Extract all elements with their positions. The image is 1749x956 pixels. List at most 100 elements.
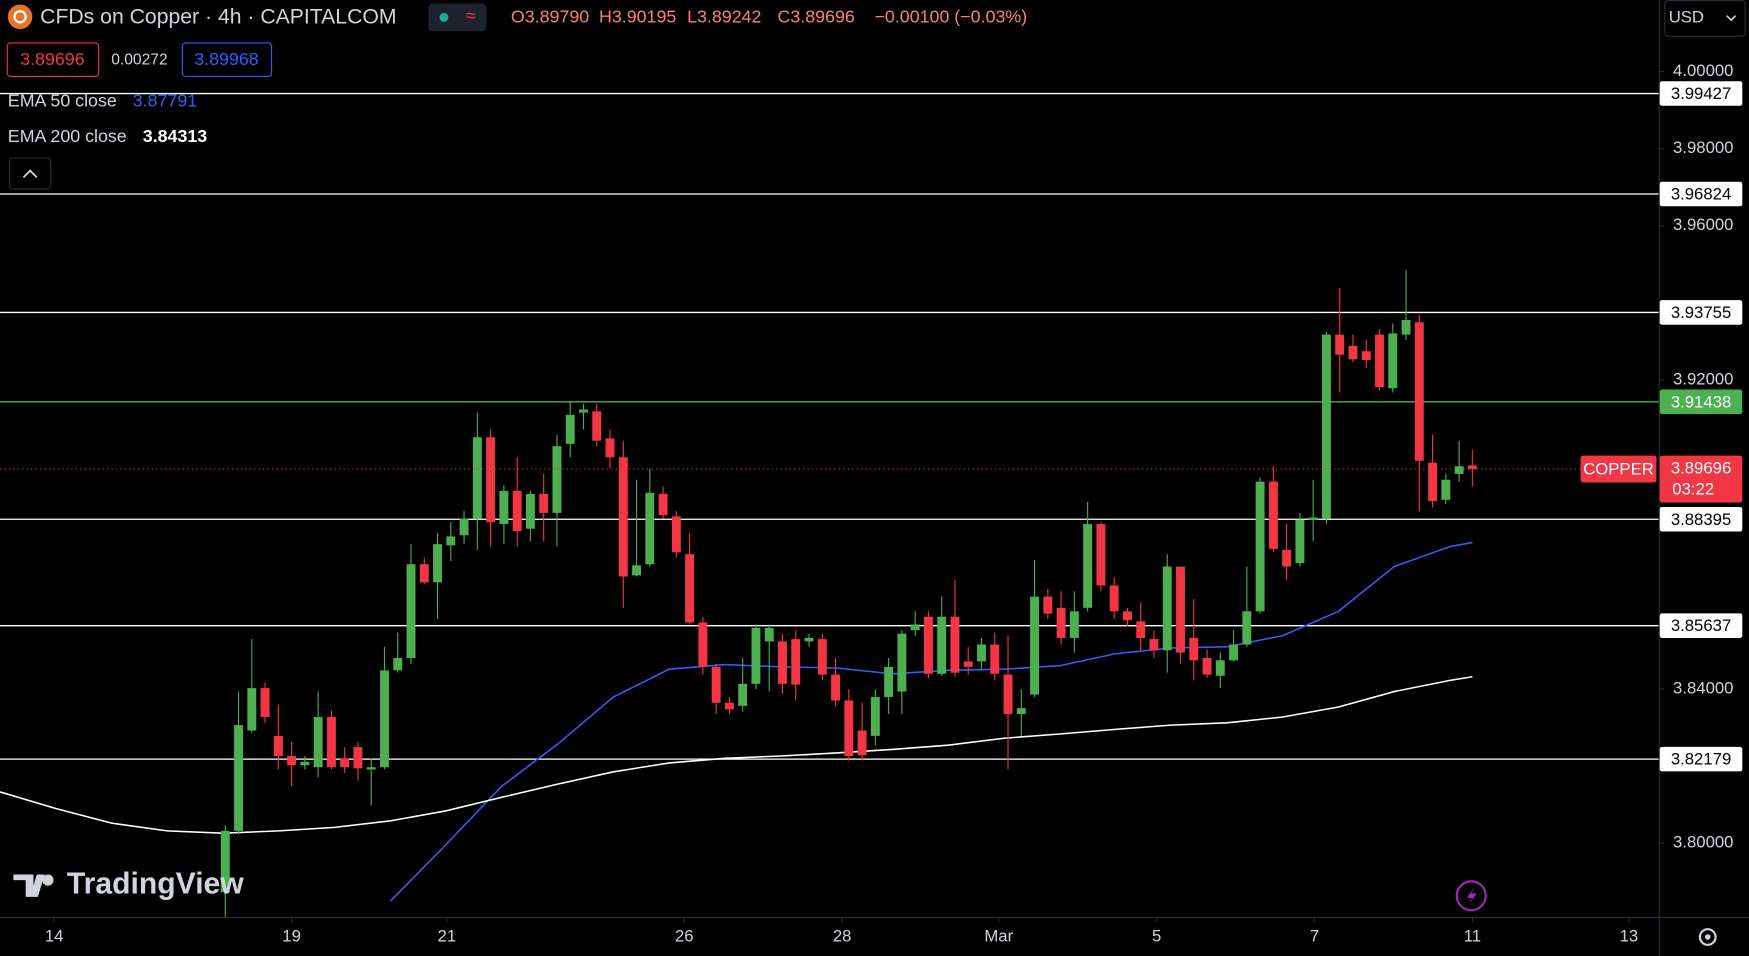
candle-body: [1414, 322, 1424, 461]
candle-body: [552, 446, 562, 513]
x-tick-label: 11: [1464, 926, 1481, 945]
x-tick-label: 19: [282, 926, 301, 945]
settings-icon: [1704, 934, 1711, 940]
candle-body: [923, 616, 933, 674]
candle-body: [340, 758, 350, 768]
sell-price: 3.89696: [20, 49, 85, 69]
plot-area: [0, 92, 1659, 917]
candle-body: [950, 616, 960, 673]
dropdown-icon: [1726, 15, 1737, 22]
candle-body: [937, 616, 947, 674]
candle-body: [1467, 465, 1477, 470]
buy-button[interactable]: [181, 42, 273, 78]
candle-body: [1348, 345, 1358, 360]
candle-body: [791, 639, 801, 685]
candle-body: [260, 688, 270, 718]
x-tick-label: 28: [833, 926, 852, 945]
candle-body: [963, 661, 973, 667]
level-label: 3.91438: [1671, 392, 1731, 411]
candle-body: [499, 490, 509, 525]
level-label-box: [1659, 506, 1743, 532]
y-tick-label: 3.80000: [1673, 833, 1733, 852]
candle-body: [1176, 566, 1185, 653]
candle-body: [1308, 517, 1318, 520]
symbol-title[interactable]: CFDs on Copper · 4h · CAPITALCOM: [40, 5, 396, 28]
candle-body: [671, 516, 681, 553]
alert-icon: [1466, 886, 1477, 906]
candle-body: [1069, 611, 1079, 638]
candle-body: [433, 544, 443, 583]
level-label-box: [1659, 613, 1743, 638]
candle-body: [724, 702, 734, 710]
alert-button[interactable]: [1455, 880, 1487, 912]
level-label: 3.99427: [1671, 84, 1731, 103]
status-icon: ≈: [466, 5, 476, 25]
indicator-name[interactable]: EMA 50 close: [8, 90, 117, 110]
countdown: 03:22: [1672, 480, 1714, 499]
x-tick-label: 5: [1152, 926, 1161, 945]
ema-line: [389, 541, 1473, 902]
candle-body: [1043, 596, 1053, 614]
indicator-name[interactable]: EMA 200 close: [8, 126, 127, 146]
level-label: 3.85637: [1671, 616, 1731, 635]
level-label: 3.82179: [1671, 750, 1731, 769]
candle-body: [1428, 462, 1438, 501]
status-pill[interactable]: [428, 3, 487, 32]
change: −0.00100 (−0.03%): [875, 7, 1028, 27]
candle-body: [658, 493, 668, 516]
candle-body: [1016, 708, 1026, 714]
symbol-icon[interactable]: [7, 4, 33, 30]
ohlc-open: O3.89790: [511, 7, 589, 27]
candle-body: [764, 627, 774, 642]
candle-body: [1361, 351, 1371, 361]
settings-button[interactable]: [1698, 928, 1717, 946]
candle-body: [778, 641, 787, 684]
level-label: 3.96824: [1671, 185, 1731, 204]
candle-body: [1242, 611, 1252, 645]
candle-body: [366, 767, 376, 770]
candle-body: [698, 622, 708, 667]
symbol-icon-mark: [13, 10, 27, 24]
currency-select[interactable]: [1664, 0, 1746, 37]
level-label-box: [1659, 181, 1743, 207]
candle-body: [1375, 334, 1384, 388]
level-label: 3.88395: [1671, 510, 1731, 529]
candle-body: [539, 493, 549, 513]
candle-body: [897, 633, 907, 692]
candle-body: [1122, 611, 1132, 621]
level-label-box: [1659, 389, 1743, 415]
level-label-box: [1659, 746, 1743, 772]
ohlc-low: L3.89242: [687, 7, 761, 27]
y-tick-label: 4.00000: [1673, 61, 1733, 80]
collapse-icon: [22, 169, 38, 179]
indicator-value: 3.87791: [133, 90, 198, 110]
x-tick-label: 13: [1620, 926, 1639, 945]
candle-body: [419, 564, 429, 583]
sell-button[interactable]: [6, 42, 100, 78]
candle-body: [472, 437, 482, 519]
x-tick-label: 7: [1310, 926, 1319, 945]
candle-body: [565, 414, 575, 444]
candle-body: [592, 411, 602, 441]
collapse-button[interactable]: [8, 157, 52, 190]
candle-body: [512, 490, 522, 532]
candle-body: [804, 637, 814, 642]
level-label-box: [1659, 81, 1743, 106]
candle-body: [353, 747, 363, 769]
candle-body: [406, 564, 416, 658]
candle-body: [393, 657, 403, 671]
candle-body: [234, 725, 244, 831]
market-status: [439, 12, 449, 22]
symbol-tag-box: [1580, 455, 1657, 483]
y-tick-label: 3.84000: [1673, 678, 1733, 697]
candle-body: [990, 644, 1000, 674]
candle-body: [1321, 334, 1331, 519]
candle-body: [300, 761, 310, 766]
candle-body: [605, 438, 615, 458]
candle-body: [884, 666, 894, 697]
candle-body: [1162, 566, 1172, 651]
ema-line: [0, 676, 1473, 834]
candle-body: [751, 627, 761, 684]
